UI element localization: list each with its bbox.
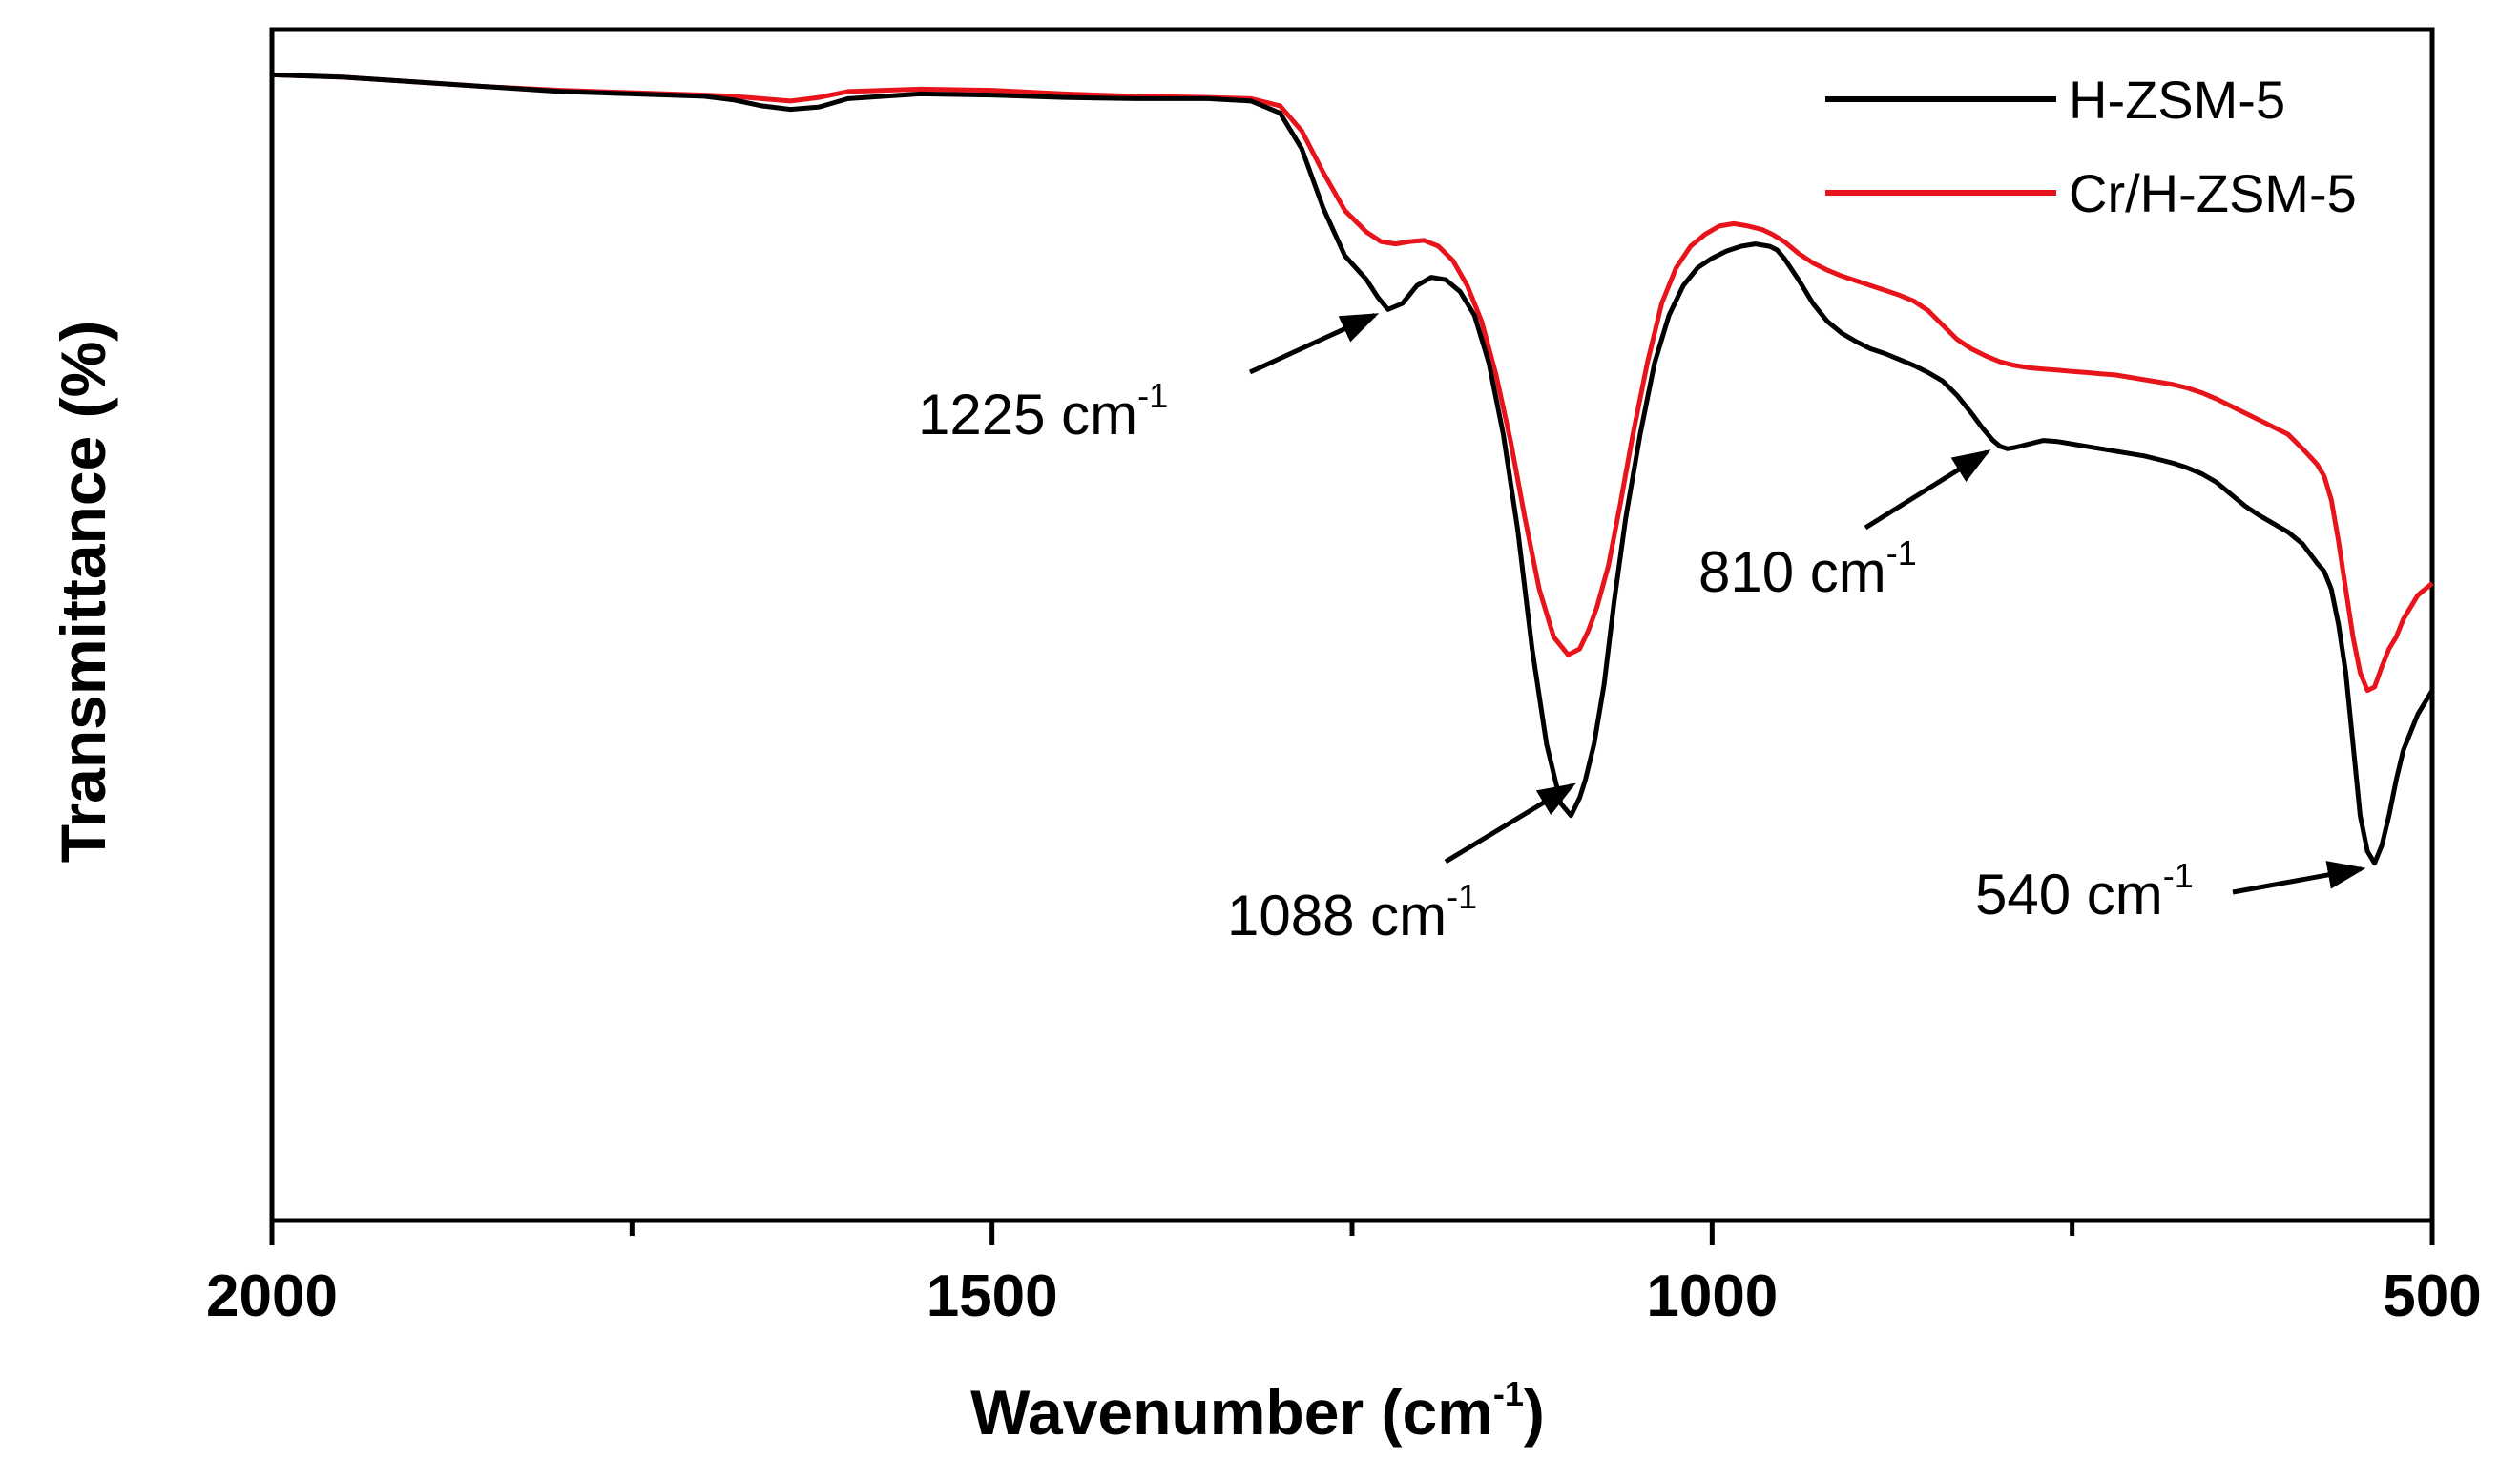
- arrow-540: [2232, 861, 2366, 895]
- annotation-1225: 1225 cm-1: [918, 376, 1168, 447]
- series-line-h-zsm-5: [271, 72, 2435, 866]
- x-axis-title-sup: -1: [1493, 1374, 1524, 1413]
- arrow-1088: [1444, 782, 1576, 865]
- annotation-540-label: 540 cm: [1975, 863, 2163, 927]
- annotation-1088: 1088 cm-1: [1227, 877, 1477, 948]
- annotation-810-label: 810 cm: [1698, 540, 1886, 604]
- x-tick-label-1000: 1000: [1646, 1263, 1778, 1329]
- x-axis-title-main: Wavenumber (cm: [970, 1377, 1493, 1448]
- annotation-1088-sup: -1: [1447, 877, 1477, 916]
- legend-label-h-zsm-5: H-ZSM-5: [2069, 70, 2285, 130]
- arrow-810: [1864, 449, 1991, 531]
- x-tick-label-500: 500: [2383, 1263, 2481, 1329]
- annotation-810-sup: -1: [1886, 533, 1917, 573]
- series-layer: [271, 72, 2435, 866]
- x-axis-title-tail: ): [1524, 1377, 1545, 1448]
- legend: H-ZSM-5 Cr/H-ZSM-5: [1825, 70, 2357, 223]
- tick-layer: 2000 1500 1000 500: [206, 1220, 2482, 1329]
- y-axis-title: Transmittance (%): [48, 321, 118, 863]
- series-line-cr-h-zsm-5: [271, 72, 2434, 694]
- annotation-540: 540 cm-1: [1975, 856, 2194, 927]
- arrow-1225: [1248, 313, 1380, 375]
- annotation-810: 810 cm-1: [1698, 533, 1917, 604]
- annotation-540-sup: -1: [2163, 856, 2194, 895]
- x-tick-label-1500: 1500: [927, 1263, 1058, 1329]
- x-tick-label-2000: 2000: [206, 1263, 338, 1329]
- annotations: 1225 cm-1 1088 cm-1 810 cm-1 540 cm-1: [918, 313, 2366, 948]
- legend-label-cr-h-zsm-5: Cr/H-ZSM-5: [2069, 163, 2357, 223]
- annotation-1225-sup: -1: [1137, 376, 1168, 415]
- x-axis-title: Wavenumber (cm-1): [970, 1374, 1545, 1448]
- annotation-1088-label: 1088 cm: [1227, 884, 1447, 948]
- annotation-1225-label: 1225 cm: [918, 383, 1137, 447]
